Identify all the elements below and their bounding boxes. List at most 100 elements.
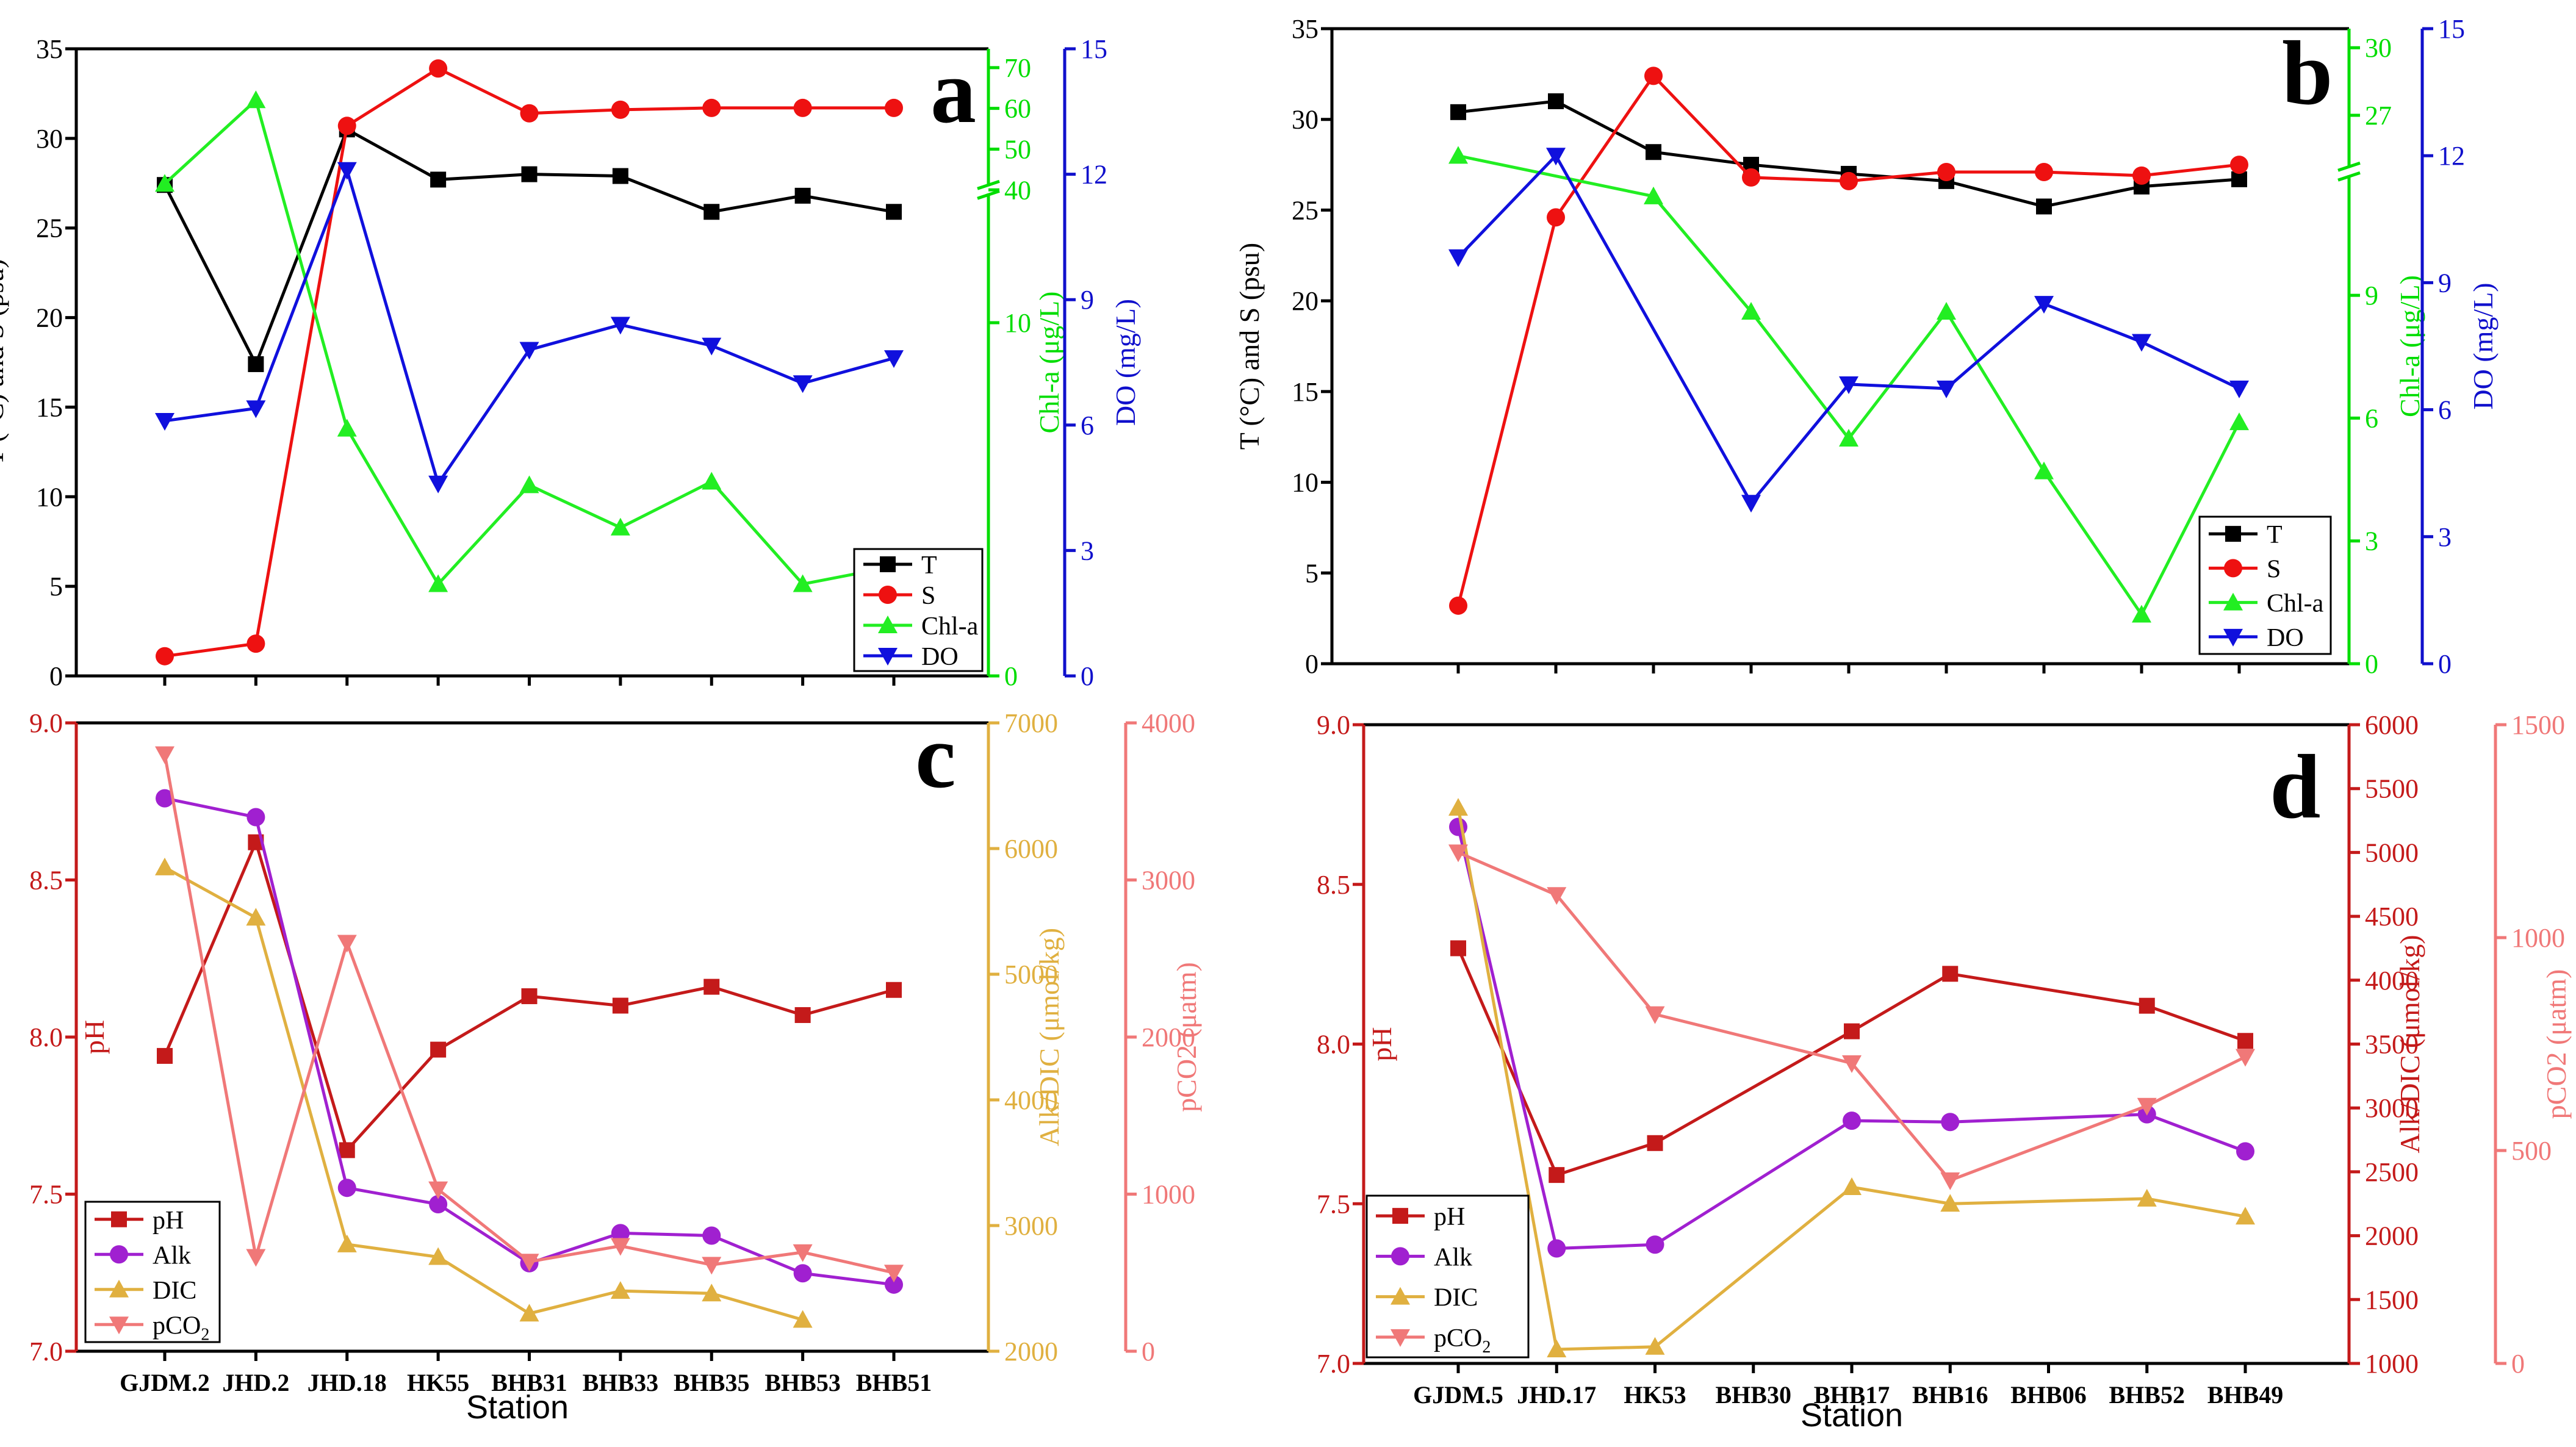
tick-label: 12 xyxy=(1081,160,1107,190)
axis-title: DO (mg/L) xyxy=(2467,282,2499,409)
data-point xyxy=(519,1304,539,1322)
x-tick-label: BHB30 xyxy=(1716,1381,1791,1409)
series-line xyxy=(164,797,894,1287)
data-point xyxy=(430,171,447,188)
legend-marker xyxy=(1391,1287,1410,1305)
data-point xyxy=(1546,148,1566,166)
data-point xyxy=(429,1194,448,1213)
x-axis-categories: GJDM.2 JHD.2 JHD.18 HK55 BHB31 BHB33 BHB35 BHB5… xyxy=(120,1351,932,1396)
legend-label: pCO2 xyxy=(1434,1324,1491,1357)
tick-label: 7.5 xyxy=(1317,1189,1350,1219)
data-point xyxy=(2236,1049,2255,1067)
legend: pH Alk DIC pCO2 xyxy=(84,1201,221,1344)
series-line xyxy=(1456,807,2246,1351)
tick-label: 5000 xyxy=(2365,838,2419,867)
legend-subscript: 2 xyxy=(1482,1338,1491,1357)
tick-label: 15 xyxy=(1292,377,1319,407)
data-point xyxy=(793,574,813,592)
legend: TS Chl-a DO xyxy=(2198,515,2332,655)
data-point xyxy=(1646,1235,1664,1254)
data-point xyxy=(2236,1207,2255,1225)
legend-label: Chl-a xyxy=(921,612,979,641)
tick-label: 10 xyxy=(36,482,63,512)
data-point xyxy=(246,908,266,926)
legend-box xyxy=(2198,515,2332,655)
series-line xyxy=(1458,851,2247,1182)
tick-label: 5 xyxy=(1305,558,1319,588)
legend-label: T xyxy=(2267,521,2283,549)
data-point xyxy=(1645,1337,1665,1355)
y-axis-alk: 2000 3000 4000 5000 6000 7000 Alk/DIC (μmol/kg… xyxy=(987,708,1065,1366)
tick-label: 0 xyxy=(1081,661,1094,691)
data-point xyxy=(155,174,174,192)
data-point xyxy=(794,1007,811,1023)
data-point xyxy=(155,857,174,875)
data-point xyxy=(1937,380,1956,398)
data-point xyxy=(520,104,539,123)
data-point xyxy=(703,978,720,995)
series-do xyxy=(1448,148,2249,513)
legend-marker xyxy=(1392,1208,1408,1224)
data-point xyxy=(337,117,356,135)
tick-label: 20 xyxy=(36,303,63,333)
tick-label: 9 xyxy=(2438,268,2452,298)
series-pco2 xyxy=(155,746,904,1283)
legend-label: T xyxy=(921,551,937,580)
data-point xyxy=(337,1234,357,1252)
data-point xyxy=(1449,596,1467,615)
data-point xyxy=(2035,162,2053,181)
axis-title: pH xyxy=(79,1020,110,1054)
data-point xyxy=(1839,428,1858,447)
data-point xyxy=(2132,334,2151,352)
tick-label: 1000 xyxy=(2511,923,2565,953)
x-tick-label: BHB52 xyxy=(2109,1381,2185,1409)
legend-marker xyxy=(2225,526,2241,542)
data-point xyxy=(1547,1339,1567,1357)
tick-label: 8.0 xyxy=(29,1022,63,1052)
legend-box xyxy=(853,548,984,672)
series-dic xyxy=(155,857,813,1328)
x-axis-categories xyxy=(163,676,896,686)
data-point xyxy=(702,98,721,117)
legend-label: DIC xyxy=(1434,1284,1478,1312)
data-point xyxy=(1547,1239,1566,1258)
data-point xyxy=(2132,166,2151,185)
legend-box xyxy=(84,1201,221,1343)
data-point xyxy=(2036,198,2052,215)
x-tick-label: GJDM.5 xyxy=(1413,1381,1503,1409)
legend-marker xyxy=(2223,628,2243,647)
legend-marker xyxy=(1391,1329,1410,1347)
data-point xyxy=(1937,162,1955,181)
axis-break-mark xyxy=(977,189,1000,200)
data-point xyxy=(337,418,357,437)
data-point xyxy=(702,472,722,490)
series-line xyxy=(163,754,894,1274)
axis-title: pCO2 (μatm) xyxy=(2541,969,2572,1119)
data-point xyxy=(430,1041,447,1058)
tick-label: 1000 xyxy=(2365,1349,2419,1379)
data-point xyxy=(610,517,630,536)
data-point xyxy=(1547,887,1567,905)
data-point xyxy=(885,98,903,117)
data-point xyxy=(339,1142,355,1158)
tick-label: 1000 xyxy=(1142,1180,1195,1210)
data-point xyxy=(1448,844,1468,863)
data-point xyxy=(1548,93,1564,109)
tick-label: 6 xyxy=(2365,403,2378,433)
data-point xyxy=(1450,940,1466,957)
y-axis-pco2: 0 1000 2000 3000 4000 pCO2 (μatm) xyxy=(1124,708,1202,1366)
tick-label: 4000 xyxy=(2365,966,2419,996)
data-point xyxy=(2229,380,2249,398)
series-s xyxy=(156,59,903,666)
data-point xyxy=(1842,1055,1862,1073)
data-point xyxy=(1449,817,1467,836)
data-point xyxy=(1547,208,1565,227)
series-ph xyxy=(157,834,902,1158)
legend-label: DO xyxy=(2267,624,2304,652)
legend-marker xyxy=(880,556,896,572)
axis-title: T (°C) and S (psu) xyxy=(0,259,9,466)
tick-label: 8.5 xyxy=(1317,870,1350,900)
data-point xyxy=(793,1264,812,1283)
data-point xyxy=(702,337,722,356)
